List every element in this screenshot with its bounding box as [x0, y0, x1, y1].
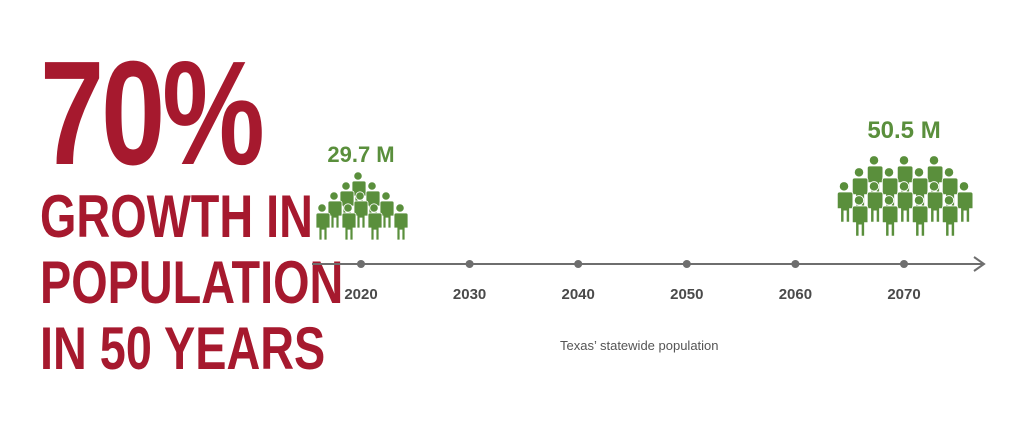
- person-icon: [866, 181, 884, 223]
- timeline-tick: [357, 260, 365, 268]
- year-label-2040: 2040: [562, 286, 595, 303]
- person-icon: [393, 203, 409, 241]
- timeline-arrow-icon: [973, 256, 986, 272]
- person-icon: [836, 181, 854, 223]
- timeline-tick: [900, 260, 908, 268]
- person-icon: [941, 195, 959, 237]
- year-label-2030: 2030: [453, 286, 486, 303]
- year-label-2060: 2060: [779, 286, 812, 303]
- people-group-icon: [836, 155, 974, 237]
- person-icon: [956, 181, 974, 223]
- year-label-2050: 2050: [670, 286, 703, 303]
- person-icon: [911, 195, 929, 237]
- headline: 70% GROWTH IN POPULATION IN 50 YEARS: [40, 31, 343, 382]
- timeline-tick: [791, 260, 800, 268]
- timeline-tick: [682, 260, 691, 268]
- person-icon: [896, 181, 914, 223]
- start-population-label: 29.7 M: [327, 142, 394, 167]
- timeline-tick: [574, 260, 583, 268]
- chart-caption: Texas’ statewide population: [560, 338, 719, 353]
- year-label-2020: 2020: [344, 286, 377, 303]
- person-icon: [851, 195, 869, 237]
- timeline-tick: [465, 260, 474, 268]
- growth-percent: 70%: [40, 31, 265, 196]
- person-icon: [926, 181, 944, 223]
- person-icon: [881, 195, 899, 237]
- people-group-icon: [315, 171, 409, 241]
- year-label-2070: 2070: [887, 286, 920, 303]
- end-population-label: 50.5 M: [867, 117, 940, 144]
